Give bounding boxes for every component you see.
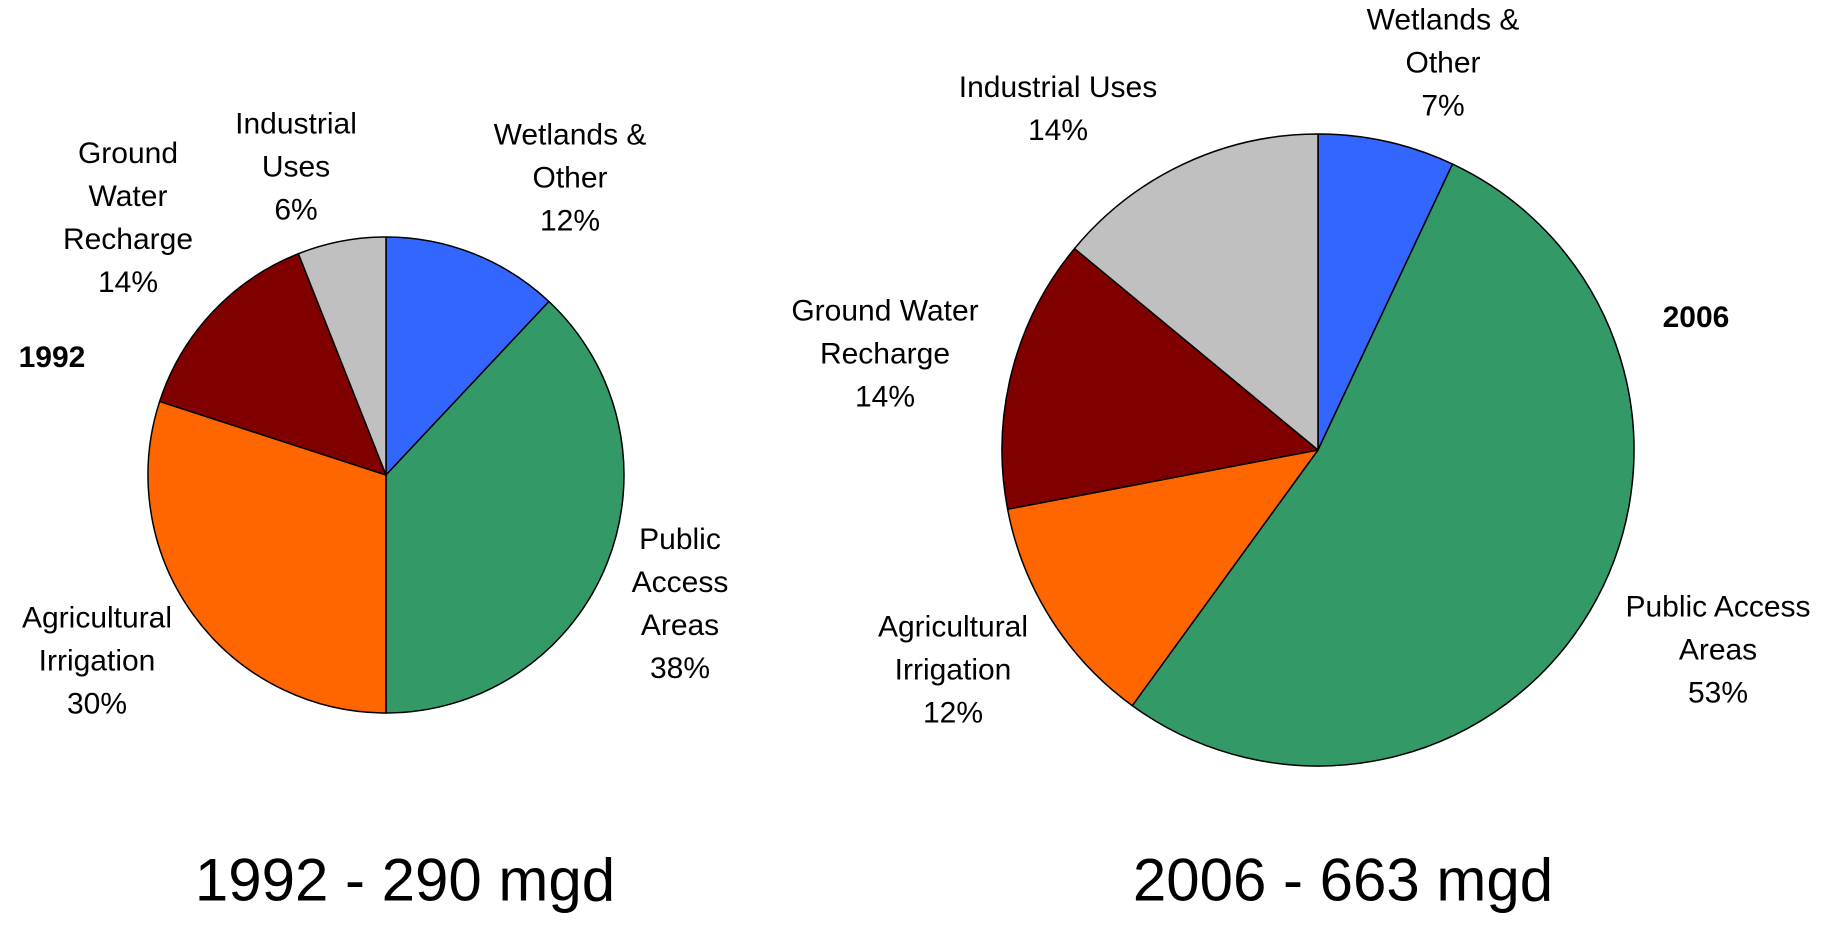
- slice-percent: 12%: [922, 696, 984, 730]
- slice-name: Industrial Uses: [235, 107, 357, 184]
- pie-slice: [1006, 449, 1319, 707]
- slice-label: Wetlands & Other 12%: [480, 114, 660, 243]
- slice-percent: 14%: [1027, 114, 1089, 147]
- pie-slice: [385, 236, 550, 476]
- slice-percent: 30%: [66, 687, 128, 721]
- chart-caption: 2006 - 663 mgd: [1132, 846, 1554, 914]
- pie: [1001, 133, 1635, 767]
- slice-label: Industrial Uses 6%: [221, 103, 371, 232]
- slice-name: Public Access Areas: [631, 523, 729, 642]
- chart-caption: 1992 - 290 mgd: [194, 846, 616, 914]
- pie-slice: [297, 236, 387, 476]
- slice-percent: 7%: [1421, 89, 1465, 123]
- slice-label: Public Access Areas 38%: [615, 518, 745, 690]
- pie-slice: [147, 400, 387, 714]
- slice-label: Ground Water Recharge 14%: [53, 132, 203, 304]
- slice-label: Industrial Uses 14%: [928, 66, 1188, 152]
- slice-name: Wetlands & Other: [1366, 3, 1520, 80]
- slice-name: Ground Water Recharge: [791, 294, 979, 371]
- slice-label: Agricultural Irrigation 12%: [858, 606, 1048, 735]
- slice-name: Industrial Uses: [958, 71, 1158, 104]
- slice-name: Agricultural Irrigation: [877, 610, 1029, 687]
- slice-label: Public Access Areas 53%: [1588, 586, 1832, 715]
- pie-slice: [1317, 133, 1454, 451]
- chart-title: 1992: [18, 341, 86, 374]
- slice-percent: 14%: [97, 266, 159, 299]
- pie-slice: [1073, 133, 1319, 451]
- pie: [147, 236, 625, 714]
- slice-label: Agricultural Irrigation 30%: [2, 597, 192, 726]
- slice-percent: 14%: [854, 380, 916, 414]
- slice-name: Public Access Areas: [1625, 590, 1811, 667]
- slice-percent: 38%: [649, 652, 711, 685]
- slice-name: Wetlands & Other: [493, 118, 647, 195]
- pie-slice: [1001, 247, 1319, 510]
- slice-percent: 53%: [1687, 676, 1749, 710]
- pie-slice: [1131, 163, 1635, 767]
- chart-title: 2006: [1662, 301, 1730, 334]
- slice-label: Wetlands & Other 7%: [1353, 0, 1533, 128]
- pie-slice: [385, 300, 625, 714]
- slice-name: Agricultural Irrigation: [21, 601, 173, 678]
- slice-name: Ground Water Recharge: [62, 137, 194, 256]
- slice-label: Ground Water Recharge 14%: [760, 290, 1010, 419]
- slice-percent: 6%: [274, 193, 318, 227]
- pie-slice: [158, 252, 387, 476]
- slice-percent: 12%: [539, 204, 601, 238]
